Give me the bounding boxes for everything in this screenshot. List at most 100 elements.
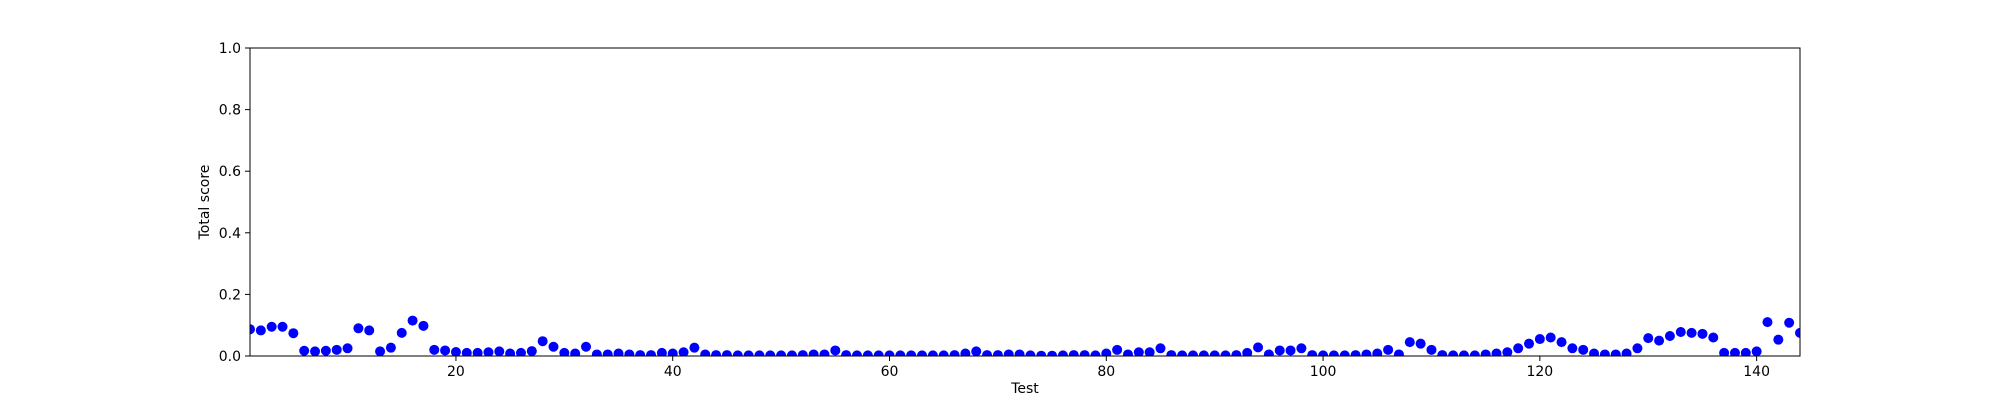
point <box>1448 350 1459 356</box>
point <box>884 350 895 356</box>
point <box>375 346 386 356</box>
point <box>1307 350 1318 356</box>
point <box>1198 350 1209 356</box>
point <box>1112 344 1123 355</box>
x-tick-label: 40 <box>664 364 682 380</box>
point <box>689 342 700 353</box>
point <box>1003 349 1014 356</box>
point <box>1480 349 1491 356</box>
point <box>548 341 559 352</box>
point <box>1285 345 1296 356</box>
point <box>851 350 862 356</box>
x-tick-label: 140 <box>1743 364 1770 380</box>
point <box>1177 350 1188 356</box>
point <box>331 344 342 355</box>
y-tick-label: 0.4 <box>219 226 241 242</box>
point <box>1426 344 1437 355</box>
point <box>1296 343 1307 354</box>
point <box>537 336 548 347</box>
point <box>1545 332 1556 343</box>
point <box>1155 343 1166 354</box>
point <box>1437 350 1448 356</box>
point <box>277 321 288 332</box>
point <box>732 350 743 356</box>
y-tick-label: 0.0 <box>219 349 241 365</box>
point <box>1231 350 1242 356</box>
point <box>450 346 461 356</box>
point <box>1079 350 1090 356</box>
point <box>364 325 375 336</box>
point <box>1502 347 1513 356</box>
x-tick-label: 100 <box>1310 364 1337 380</box>
point <box>646 350 657 356</box>
point <box>1578 344 1589 355</box>
point <box>591 349 602 356</box>
y-tick-label: 1.0 <box>219 41 241 57</box>
point <box>461 347 472 356</box>
point <box>1719 347 1730 356</box>
y-axis-label: Total score <box>197 165 213 241</box>
point <box>1686 327 1697 338</box>
point <box>1773 334 1784 345</box>
point <box>841 350 852 356</box>
point <box>1458 350 1469 356</box>
point <box>1404 337 1415 348</box>
point <box>310 346 321 356</box>
point <box>1318 350 1329 356</box>
point <box>1762 317 1773 328</box>
point <box>1263 349 1274 356</box>
point <box>1253 342 1264 353</box>
point <box>624 349 635 356</box>
point <box>1144 347 1155 356</box>
point <box>1350 350 1361 356</box>
point <box>1556 337 1567 348</box>
point <box>418 320 429 331</box>
point <box>1524 338 1535 349</box>
point <box>1339 350 1350 356</box>
point <box>505 348 516 356</box>
point <box>1393 349 1404 356</box>
point <box>1708 332 1719 343</box>
point <box>602 349 613 356</box>
point <box>797 350 808 356</box>
point <box>830 345 841 356</box>
point <box>396 327 407 338</box>
point <box>288 328 299 339</box>
point <box>808 349 819 356</box>
point <box>906 350 917 356</box>
point <box>927 350 938 356</box>
x-tick-label: 60 <box>881 364 899 380</box>
point <box>250 324 255 335</box>
point <box>1133 347 1144 356</box>
x-tick-label: 120 <box>1526 364 1553 380</box>
point <box>353 323 364 334</box>
point <box>385 342 396 353</box>
point <box>678 347 689 356</box>
point <box>862 350 873 356</box>
x-axis-label: Test <box>1010 381 1039 397</box>
point <box>667 348 678 356</box>
point <box>570 348 581 356</box>
point <box>407 315 418 326</box>
point <box>1751 346 1762 356</box>
point <box>1415 338 1426 349</box>
point <box>526 346 537 356</box>
point <box>743 350 754 356</box>
point <box>342 343 353 354</box>
point <box>1589 348 1600 356</box>
point <box>982 350 993 356</box>
point <box>819 349 830 356</box>
point <box>255 325 266 336</box>
point <box>1057 350 1068 356</box>
point <box>1675 326 1686 337</box>
point <box>1621 348 1632 356</box>
point <box>1242 347 1253 356</box>
point <box>1610 349 1621 356</box>
point <box>700 349 711 356</box>
point <box>494 346 505 356</box>
point <box>1361 349 1372 356</box>
point <box>1567 343 1578 354</box>
point <box>917 350 928 356</box>
point <box>1014 349 1025 356</box>
